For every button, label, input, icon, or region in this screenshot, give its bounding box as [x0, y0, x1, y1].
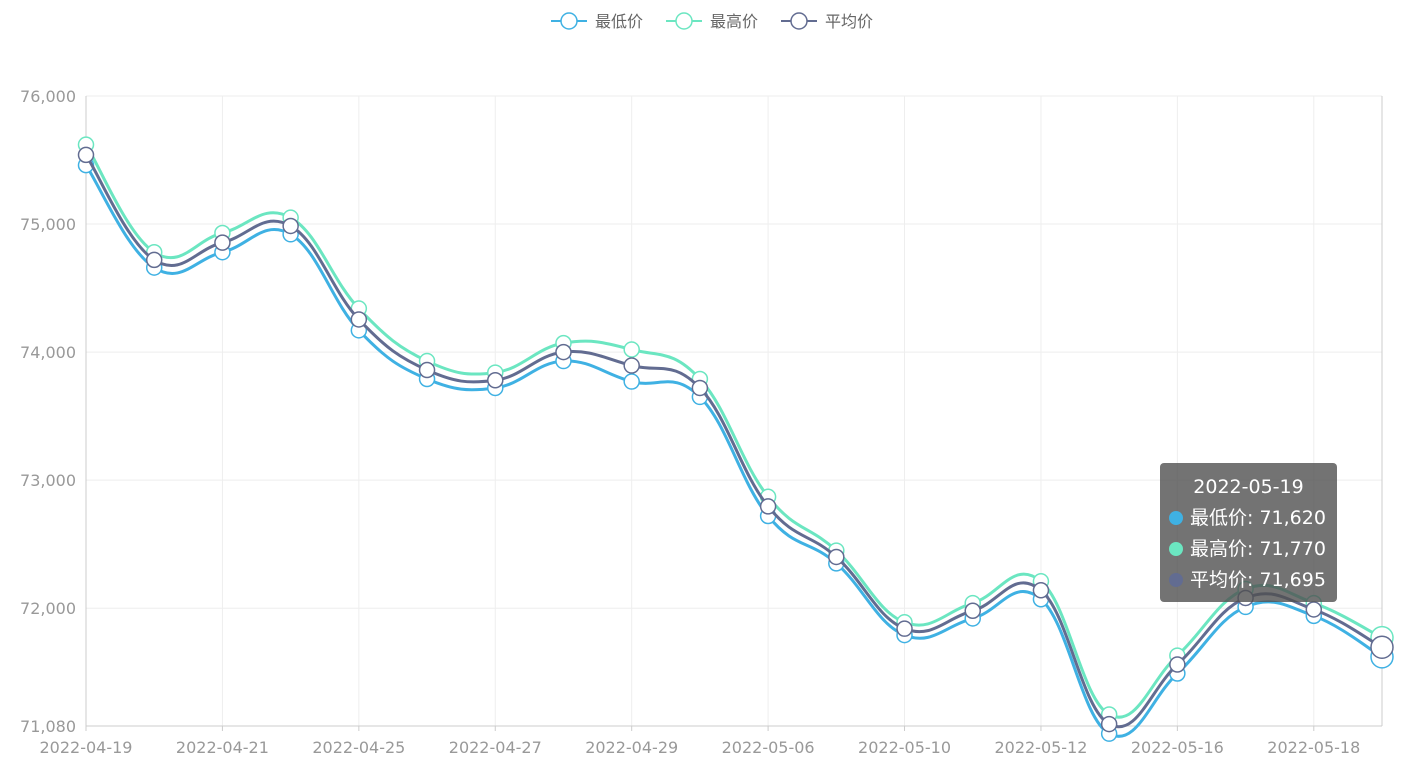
tooltip-label-avg: 平均价: 71,695 — [1190, 569, 1326, 591]
data-point-avg[interactable] — [282, 217, 299, 235]
data-point-avg[interactable] — [759, 498, 777, 515]
legend-item-high[interactable]: 最高价 — [666, 12, 758, 31]
legend[interactable]: 最低价 最高价 平均价 — [551, 12, 873, 31]
x-tick-label: 2022-05-06 — [722, 738, 815, 757]
legend-marker-icon — [675, 12, 693, 30]
series-high — [77, 136, 1394, 723]
data-point-avg[interactable] — [691, 379, 709, 397]
data-point-avg[interactable] — [1100, 715, 1118, 733]
x-tick-label: 2022-05-10 — [858, 738, 951, 757]
tooltip: 2022-05-19 最低价: 71,620 最高价: 71,770 平均价: … — [1160, 463, 1337, 602]
legend-label: 平均价 — [825, 12, 873, 31]
data-point-avg[interactable] — [77, 146, 95, 164]
x-tick-label: 2022-04-27 — [449, 738, 542, 757]
data-point-low[interactable] — [623, 373, 640, 390]
data-point-avg[interactable] — [555, 343, 572, 361]
data-point-avg[interactable] — [896, 620, 913, 637]
tooltip-label-high: 最高价: 71,770 — [1190, 538, 1326, 560]
series-avg — [77, 146, 1394, 733]
data-point-avg[interactable] — [623, 357, 640, 374]
data-point-high[interactable] — [623, 341, 640, 358]
tooltip-dot-low — [1169, 511, 1183, 525]
legend-marker-icon — [790, 12, 808, 30]
data-point-avg[interactable] — [828, 548, 845, 566]
tooltip-row-avg: 平均价: 71,695 — [1169, 565, 1337, 596]
tooltip-title: 2022-05-19 — [1193, 476, 1304, 498]
x-tick-label: 2022-04-19 — [40, 738, 133, 757]
x-tick-label: 2022-04-29 — [585, 738, 678, 757]
legend-label: 最低价 — [595, 12, 643, 31]
legend-marker-icon — [560, 12, 578, 30]
y-tick-label: 74,000 — [20, 343, 76, 362]
tooltip-dot-high — [1169, 542, 1183, 556]
tooltip-row-high: 最高价: 71,770 — [1169, 534, 1337, 565]
legend-label: 最高价 — [710, 12, 758, 31]
y-tick-label: 76,000 — [20, 87, 76, 106]
y-tick-label: 73,000 — [20, 471, 76, 490]
data-point-avg[interactable] — [1032, 582, 1050, 599]
data-point-avg[interactable] — [487, 372, 504, 389]
data-point-avg[interactable] — [350, 311, 368, 328]
axes: 71,080 72,000 73,000 74,000 75,000 76,000 2022… — [20, 87, 1382, 757]
tooltip-dot-avg — [1169, 573, 1183, 587]
series-line-low — [84, 164, 1383, 738]
data-point-avg[interactable] — [145, 251, 163, 269]
x-tick-label: 2022-04-21 — [176, 738, 269, 757]
data-point-avg[interactable] — [1169, 656, 1186, 673]
data-point-avg[interactable] — [214, 234, 231, 251]
x-tick-label: 2022-05-16 — [1131, 738, 1224, 757]
x-tick-label: 2022-04-25 — [312, 738, 405, 757]
series-lines — [77, 136, 1394, 742]
tooltip-row-low: 最低价: 71,620 — [1169, 503, 1337, 534]
x-tick-label: 2022-05-18 — [1267, 738, 1360, 757]
tooltip-label-low: 最低价: 71,620 — [1190, 507, 1326, 529]
y-tick-label: 72,000 — [20, 599, 76, 618]
y-tick-label: 75,000 — [20, 215, 76, 234]
data-point-avg[interactable] — [964, 602, 981, 620]
legend-item-low[interactable]: 最低价 — [551, 12, 643, 31]
series-line-avg — [84, 154, 1383, 729]
grid — [86, 95, 1383, 727]
data-point-avg[interactable] — [418, 361, 436, 379]
data-point-avg[interactable] — [1305, 601, 1323, 618]
legend-item-avg[interactable]: 平均价 — [781, 12, 873, 31]
data-point-avg[interactable] — [1370, 635, 1394, 659]
x-tick-label: 2022-05-12 — [994, 738, 1087, 757]
y-tick-label: 71,080 — [20, 717, 76, 736]
